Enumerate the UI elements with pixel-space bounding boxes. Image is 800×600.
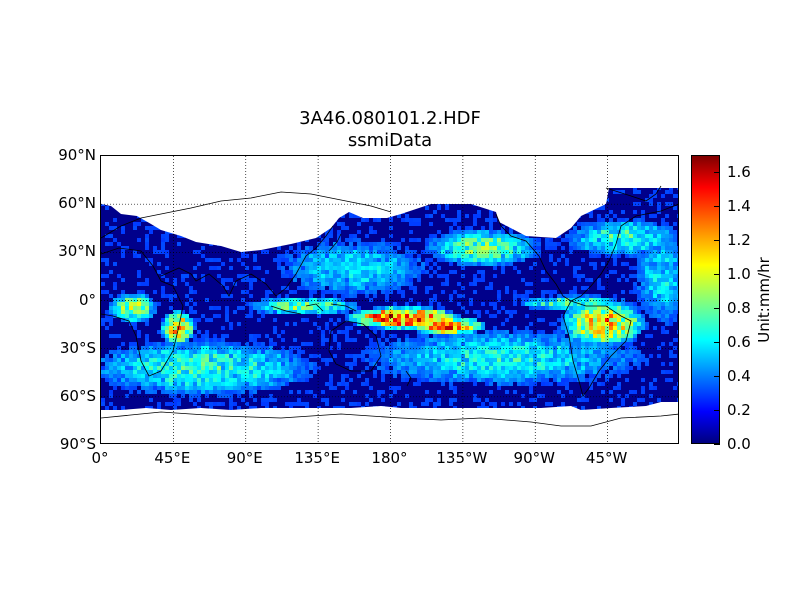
coastline <box>160 267 252 297</box>
coastline <box>562 300 632 397</box>
coastline <box>270 303 357 315</box>
colorbar-tick-label: 0.0 <box>727 435 751 453</box>
colorbar-tick-mark <box>714 206 720 207</box>
longitude-label: 180° <box>371 449 408 467</box>
map-subtitle: ssmiData <box>347 130 433 151</box>
colorbar-tick-label: 1.6 <box>727 163 751 181</box>
longitude-label: 45°W <box>585 449 628 467</box>
map-title: 3A46.080101.2.HDF <box>299 108 481 129</box>
colorbar-gradient <box>692 156 719 443</box>
colorbar-tick-mark <box>714 172 720 173</box>
latitude-label: 90°S <box>59 435 96 453</box>
colorbar-tick-label: 0.2 <box>727 401 751 419</box>
map-canvas <box>101 156 678 443</box>
latitude-label: 60°S <box>59 386 96 405</box>
colorbar-tick-mark <box>714 444 720 445</box>
coastline <box>405 370 412 387</box>
colorbar <box>691 155 720 444</box>
latitude-label: 60°N <box>58 194 96 213</box>
latitude-label: 30°N <box>58 242 96 261</box>
longitude-label: 0° <box>91 449 109 467</box>
coastline <box>495 203 678 302</box>
no-data-antarctic <box>101 402 678 443</box>
longitude-label: 135°W <box>436 449 488 467</box>
colorbar-tick-mark <box>714 240 720 241</box>
coastlines <box>101 185 678 427</box>
longitude-label: 90°W <box>513 449 555 467</box>
colorbar-tick-label: 1.0 <box>727 265 751 283</box>
colorbar-tick-label: 1.2 <box>727 231 751 249</box>
longitude-label: 45°E <box>154 449 191 467</box>
latitude-label: 0° <box>78 290 96 309</box>
precipitation-map <box>100 155 679 444</box>
coastline <box>328 233 342 252</box>
colorbar-tick-label: 0.4 <box>727 367 751 385</box>
latitude-label: 30°S <box>59 338 96 357</box>
colorbar-tick-mark <box>714 410 720 411</box>
longitude-label: 135°E <box>294 449 340 467</box>
colorbar-tick-label: 1.4 <box>727 197 751 215</box>
coastline <box>101 191 392 239</box>
colorbar-tick-mark <box>714 308 720 309</box>
coastline <box>605 185 662 202</box>
longitude-label: 90°E <box>226 449 263 467</box>
coastline <box>101 247 184 377</box>
colorbar-tick-label: 0.8 <box>727 299 751 317</box>
colorbar-tick-label: 0.6 <box>727 333 751 351</box>
coastline <box>328 320 382 372</box>
coastline <box>250 225 334 297</box>
coastline <box>101 411 678 427</box>
colorbar-tick-mark <box>714 342 720 343</box>
latitude-label: 90°N <box>58 146 96 164</box>
colorbar-label: Unit:mm/hr <box>755 257 773 343</box>
colorbar-tick-mark <box>714 274 720 275</box>
colorbar-tick-mark <box>714 376 720 377</box>
graticule <box>101 156 678 443</box>
